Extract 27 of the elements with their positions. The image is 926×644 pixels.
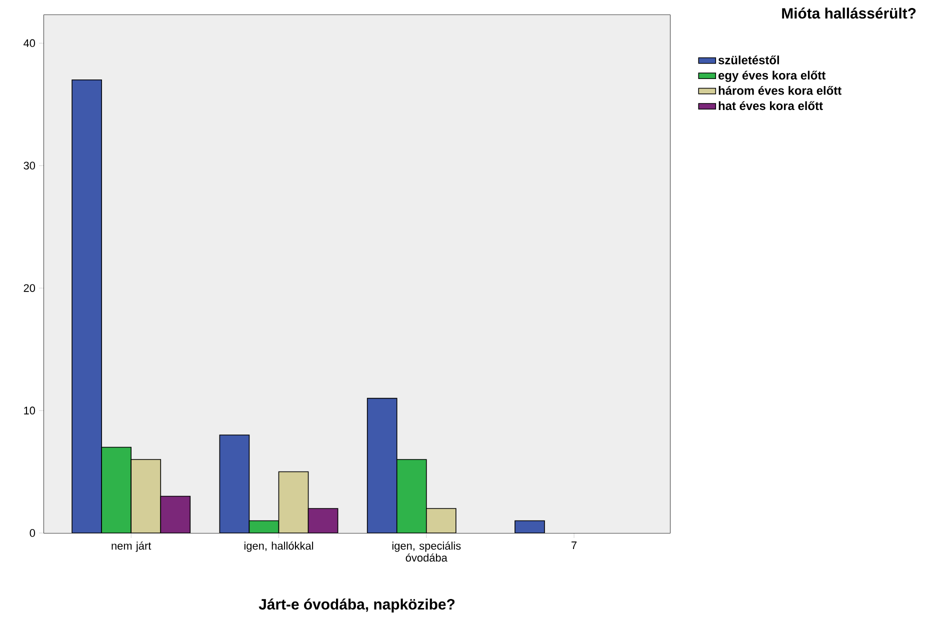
y-tick-label: 30 — [24, 162, 36, 170]
legend-title: Mióta hallássérült? — [782, 8, 916, 19]
bar — [219, 434, 250, 533]
x-tick-label: 7 — [572, 542, 577, 550]
legend-label: három éves kora előtt — [718, 86, 842, 95]
y-tick-label: 0 — [30, 529, 36, 537]
y-tick-label: 10 — [24, 406, 36, 414]
legend-label: egy éves kora előtt — [718, 70, 826, 82]
bar — [160, 496, 191, 533]
x-tick-label: igen, speciális óvodába — [392, 542, 461, 562]
bar — [366, 398, 398, 533]
bar — [249, 520, 279, 533]
bar — [308, 508, 338, 533]
bar — [278, 471, 309, 533]
bar — [514, 520, 545, 533]
bar — [426, 508, 456, 533]
bar — [101, 446, 132, 533]
bar — [130, 459, 162, 533]
x-tick-label: igen, hallókkal — [244, 542, 314, 552]
x-axis-title: Járt-e óvodába, napközibe? — [258, 598, 455, 613]
legend-label: születéstől — [718, 55, 779, 64]
legend-label: hat éves kora előtt — [718, 101, 823, 110]
y-tick-label: 40 — [24, 39, 36, 48]
bar — [396, 459, 427, 533]
y-tick-label: 20 — [24, 284, 36, 292]
x-tick-label: nem járt — [112, 542, 152, 552]
bar — [72, 80, 102, 533]
